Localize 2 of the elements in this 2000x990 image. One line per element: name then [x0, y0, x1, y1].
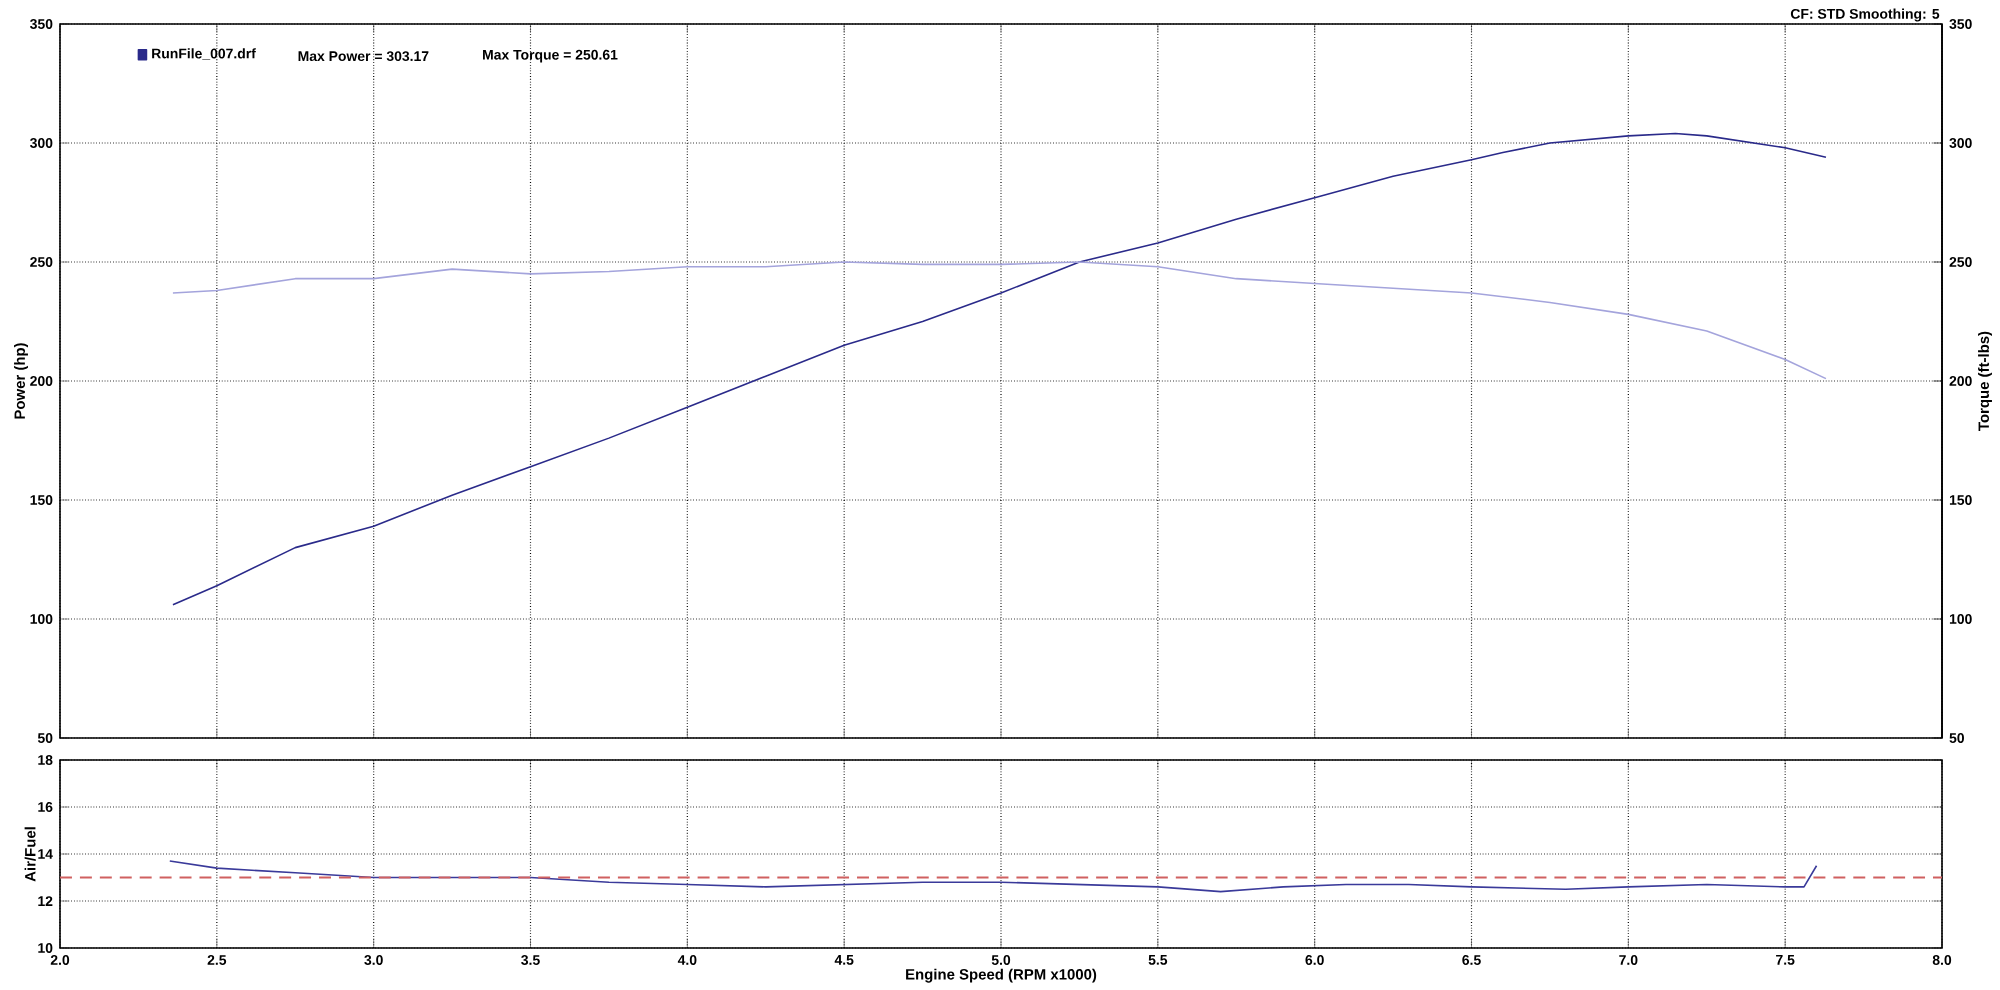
- line-series: [172, 132, 1827, 606]
- line-series: [172, 261, 1827, 380]
